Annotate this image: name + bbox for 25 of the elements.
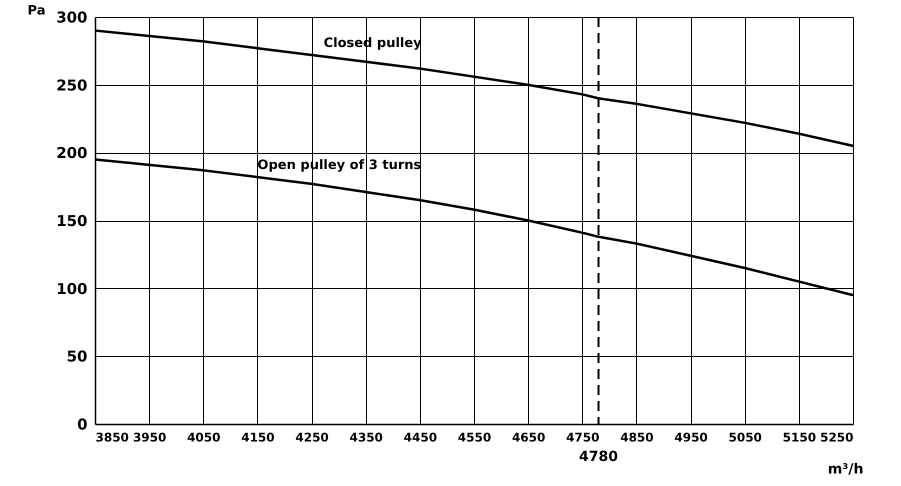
x-tick-label: 5250 <box>820 430 854 444</box>
x-tick-label: 4850 <box>620 430 654 444</box>
x-tick-label: 4550 <box>458 430 492 444</box>
x-axis-title: m³/h <box>828 462 864 478</box>
x-tick-label: 4250 <box>295 430 329 444</box>
x-tick-label: 5150 <box>782 430 816 444</box>
x-tick-label: 4750 <box>566 430 600 444</box>
x-tick-label: 4450 <box>404 430 438 444</box>
x-tick-label: 3950 <box>132 430 166 444</box>
y-tick-label: 50 <box>66 348 88 366</box>
y-tick-label: 100 <box>56 280 88 298</box>
x-tick-label: 4150 <box>241 430 275 444</box>
y-tick-label: 0 <box>77 416 88 434</box>
x-tick-label: 5050 <box>728 430 762 444</box>
x-tick-label: 4650 <box>512 430 546 444</box>
y-tick-label: 200 <box>56 144 88 162</box>
x-tick-label: 4950 <box>674 430 708 444</box>
ref-line-label: 4780 <box>579 449 618 465</box>
x-tick-label: 4350 <box>350 430 383 444</box>
y-axis-title: Pa <box>28 4 46 18</box>
y-tick-label: 150 <box>56 212 88 230</box>
x-tick-label: 4050 <box>187 430 220 444</box>
y-tick-label: 250 <box>56 76 88 94</box>
x-tick-label: 3850 <box>96 430 129 444</box>
y-tick-label: 300 <box>56 8 88 26</box>
